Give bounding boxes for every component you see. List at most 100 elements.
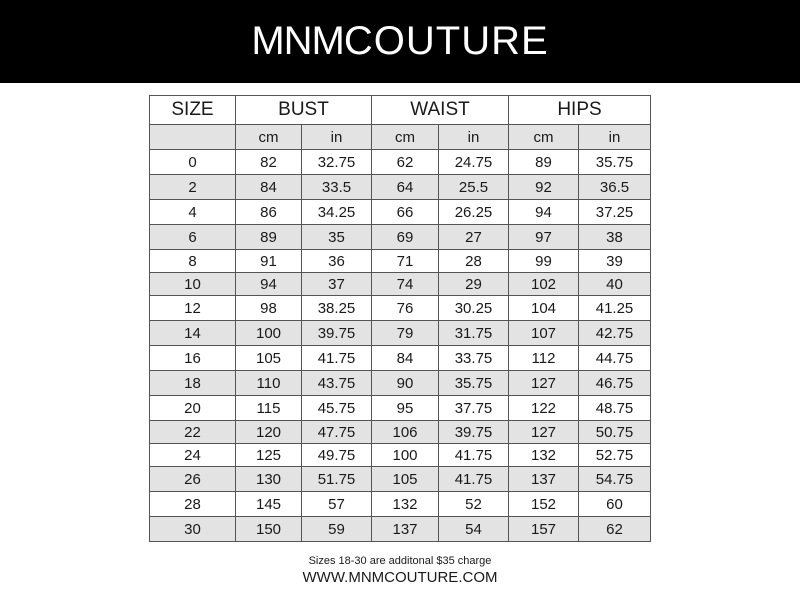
- table-cell: 49.75: [301, 443, 372, 467]
- table-cell: 91: [235, 249, 302, 273]
- header-hips: HIPS: [507, 95, 652, 125]
- table-cell: 137: [371, 516, 439, 542]
- table-cell: 106: [371, 420, 439, 444]
- table-cell: 98: [235, 295, 302, 321]
- unit-cell: cm: [235, 124, 302, 150]
- table-cell: 39.75: [301, 320, 372, 346]
- table-cell: 41.75: [301, 345, 372, 371]
- table-cell: 36: [301, 249, 372, 273]
- header-bust: BUST: [235, 95, 372, 125]
- table-cell: 71: [371, 249, 439, 273]
- table-cell: 152: [508, 491, 579, 517]
- header-size: SIZE: [149, 95, 236, 125]
- table-cell: 38: [577, 224, 652, 250]
- table-cell: 6: [149, 224, 236, 250]
- table-cell: 69: [371, 224, 439, 250]
- table-cell: 12: [149, 295, 236, 321]
- table-cell: 42.75: [577, 320, 652, 346]
- table-cell: 44.75: [577, 345, 652, 371]
- table-cell: 27: [438, 224, 509, 250]
- table-cell: 43.75: [301, 370, 372, 396]
- table-cell: 54.75: [577, 466, 652, 492]
- units-row: cm in cm in cm in: [149, 124, 652, 150]
- table-cell: 94: [235, 272, 302, 296]
- table-row: 28 145 57 132 52 152 60: [149, 491, 652, 517]
- table-cell: 132: [508, 443, 579, 467]
- table-cell: 127: [508, 370, 579, 396]
- header-banner: MNMCOUTURE: [0, 0, 800, 83]
- table-cell: 46.75: [577, 370, 652, 396]
- table-cell: 4: [149, 199, 236, 225]
- header-row: SIZE BUST WAIST HIPS: [149, 95, 652, 125]
- table-cell: 79: [371, 320, 439, 346]
- table-cell: 52: [438, 491, 509, 517]
- table-cell: 132: [371, 491, 439, 517]
- table-cell: 95: [371, 395, 439, 421]
- surcharge-note: Sizes 18-30 are additonal $35 charge: [308, 555, 492, 567]
- table-cell: 86: [235, 199, 302, 225]
- table-cell: 99: [508, 249, 579, 273]
- table-cell: 14: [149, 320, 236, 346]
- table-cell: 110: [235, 370, 302, 396]
- table-cell: 97: [508, 224, 579, 250]
- table-cell: 100: [371, 443, 439, 467]
- table-cell: 157: [508, 516, 579, 542]
- table-cell: 38.25: [301, 295, 372, 321]
- table-cell: 92: [508, 174, 579, 200]
- table-cell: 112: [508, 345, 579, 371]
- table-cell: 59: [301, 516, 372, 542]
- table-cell: 34.25: [301, 199, 372, 225]
- table-cell: 62: [577, 516, 652, 542]
- table-cell: 76: [371, 295, 439, 321]
- table-cell: 115: [235, 395, 302, 421]
- table-cell: 16: [149, 345, 236, 371]
- table-row: 12 98 38.25 76 30.25 104 41.25: [149, 295, 652, 321]
- header-waist: WAIST: [371, 95, 509, 125]
- table-cell: 52.75: [577, 443, 652, 467]
- table-cell: 94: [508, 199, 579, 225]
- table-cell: 102: [508, 272, 579, 296]
- table-cell: 24.75: [438, 149, 509, 175]
- table-cell: 60: [577, 491, 652, 517]
- table-cell: 145: [235, 491, 302, 517]
- table-cell: 26.25: [438, 199, 509, 225]
- table-cell: 28: [438, 249, 509, 273]
- table-cell: 37: [301, 272, 372, 296]
- table-row: 30 150 59 137 54 157 62: [149, 516, 652, 542]
- table-row: 6 89 35 69 27 97 38: [149, 224, 652, 250]
- table-cell: 62: [371, 149, 439, 175]
- unit-cell: in: [301, 124, 372, 150]
- table-cell: 2: [149, 174, 236, 200]
- table-cell: 105: [371, 466, 439, 492]
- table-cell: 35.75: [438, 370, 509, 396]
- table-cell: 57: [301, 491, 372, 517]
- table-row: 10 94 37 74 29 102 40: [149, 272, 652, 296]
- table-cell: 104: [508, 295, 579, 321]
- table-cell: 41.75: [438, 466, 509, 492]
- unit-cell: in: [438, 124, 509, 150]
- table-row: 16 105 41.75 84 33.75 112 44.75: [149, 345, 652, 371]
- table-cell: 41.25: [577, 295, 652, 321]
- table-row: 14 100 39.75 79 31.75 107 42.75: [149, 320, 652, 346]
- table-cell: 74: [371, 272, 439, 296]
- table-cell: 30: [149, 516, 236, 542]
- table-row: 20 115 45.75 95 37.75 122 48.75: [149, 395, 652, 421]
- table-cell: 82: [235, 149, 302, 175]
- table-cell: 90: [371, 370, 439, 396]
- table-cell: 50.75: [577, 420, 652, 444]
- website-url: WWW.MNMCOUTURE.COM: [302, 569, 498, 586]
- table-cell: 41.75: [438, 443, 509, 467]
- table-cell: 84: [371, 345, 439, 371]
- table-cell: 37.75: [438, 395, 509, 421]
- table-cell: 39: [577, 249, 652, 273]
- table-cell: 51.75: [301, 466, 372, 492]
- table-cell: 122: [508, 395, 579, 421]
- table-cell: 120: [235, 420, 302, 444]
- table-row: 24 125 49.75 100 41.75 132 52.75: [149, 443, 652, 467]
- table-cell: 35.75: [577, 149, 652, 175]
- table-cell: 89: [235, 224, 302, 250]
- table-row: 22 120 47.75 106 39.75 127 50.75: [149, 420, 652, 444]
- brand-logo: MNMCOUTURE: [251, 19, 548, 64]
- table-cell: 100: [235, 320, 302, 346]
- table-cell: 127: [508, 420, 579, 444]
